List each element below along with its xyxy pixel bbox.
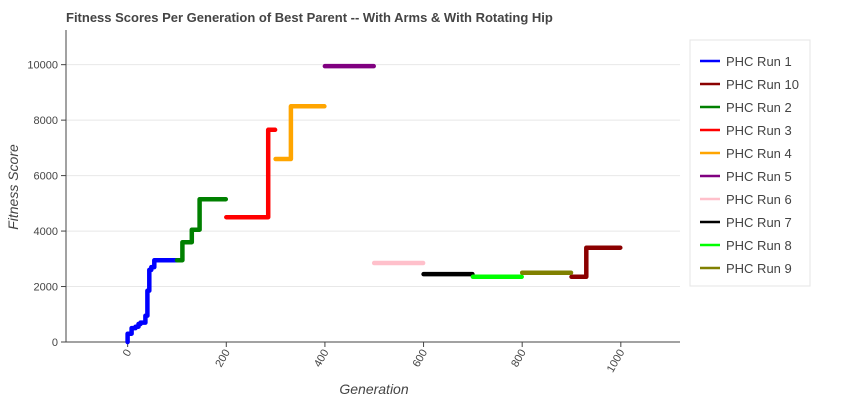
- legend-label: PHC Run 6: [726, 192, 792, 207]
- legend-label: PHC Run 3: [726, 123, 792, 138]
- series-line-phc-run-4: [273, 104, 327, 162]
- series-lines: [125, 63, 623, 345]
- legend-label: PHC Run 8: [726, 238, 792, 253]
- y-tick-label: 4000: [34, 226, 58, 238]
- y-tick-label: 8000: [34, 115, 58, 127]
- x-tick-label: 400: [312, 348, 332, 370]
- y-tick-label: 2000: [34, 282, 58, 294]
- x-axis-ticks: 0 200 400 600 800 1000: [121, 342, 628, 375]
- x-tick-label: 0: [121, 348, 134, 359]
- x-tick-label: 200: [213, 348, 233, 370]
- x-tick-label: 600: [411, 348, 431, 370]
- series-line-phc-run-3: [224, 127, 278, 220]
- legend-label: PHC Run 7: [726, 215, 792, 230]
- series-line-phc-run-1: [125, 257, 179, 345]
- legend-label: PHC Run 1: [726, 54, 792, 69]
- grid-lines: [66, 64, 680, 343]
- y-tick-label: 0: [52, 337, 58, 349]
- y-tick-label: 6000: [34, 171, 58, 183]
- x-tick-label: 1000: [605, 348, 628, 375]
- x-tick-label: 800: [509, 348, 529, 370]
- legend-label: PHC Run 10: [726, 77, 799, 92]
- y-axis-label: Fitness Score: [5, 144, 21, 230]
- series-line-phc-run-10: [569, 245, 623, 280]
- y-tick-label: 10000: [27, 60, 58, 72]
- series-line-phc-run-2: [174, 196, 229, 263]
- axes: [65, 30, 680, 343]
- legend-label: PHC Run 2: [726, 100, 792, 115]
- legend-label: PHC Run 4: [726, 146, 792, 161]
- legend: PHC Run 1 PHC Run 10 PHC Run 2 PHC Run 3 PHC…: [689, 39, 811, 287]
- legend-label: PHC Run 5: [726, 169, 792, 184]
- y-axis-ticks: 0 2000 4000 6000 8000 10000: [27, 60, 66, 349]
- legend-label: PHC Run 9: [726, 261, 792, 276]
- chart-title: Fitness Scores Per Generation of Best Pa…: [66, 10, 553, 25]
- x-axis-label: Generation: [339, 381, 408, 397]
